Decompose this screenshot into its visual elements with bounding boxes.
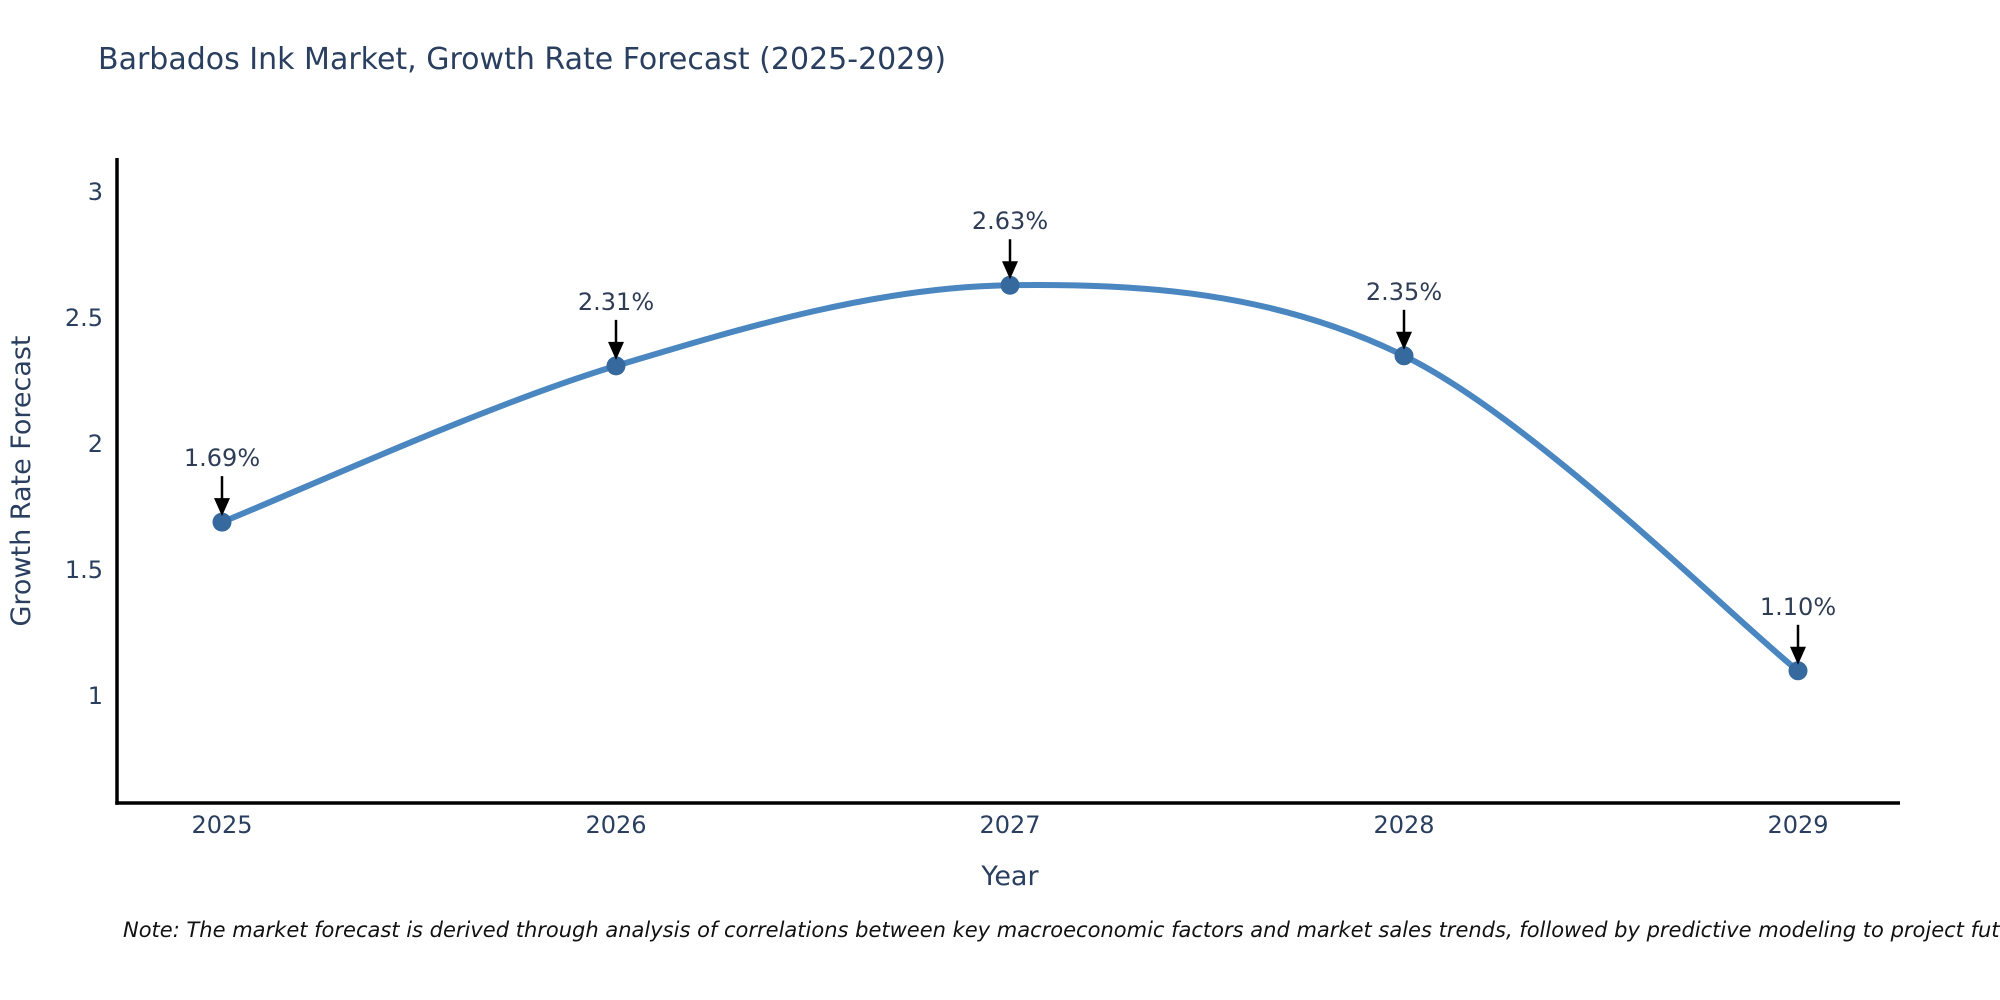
data-point-2027[interactable] [1000, 275, 1020, 295]
data-point-2029[interactable] [1788, 661, 1808, 681]
x-tick-label-2027: 2027 [979, 811, 1040, 839]
annotation-label-2028: 2.35% [1366, 278, 1442, 306]
y-tick-label: 3 [88, 178, 103, 206]
chart-title: Barbados Ink Market, Growth Rate Forecas… [98, 42, 947, 77]
x-tick-label-2028: 2028 [1373, 811, 1434, 839]
footnote: Note: The market forecast is derived thr… [123, 918, 2000, 942]
annotation-arrowhead [1002, 261, 1018, 280]
data-point-2028[interactable] [1394, 346, 1414, 366]
x-axis-tick-labels: 2025 2026 2027 2028 2029 [191, 811, 1828, 839]
annotation-label-2027: 2.63% [972, 207, 1048, 235]
y-tick-label: 2 [88, 430, 103, 458]
x-tick-label-2029: 2029 [1767, 811, 1828, 839]
y-axis-tick-labels: 1 1.5 2 2.5 3 [65, 178, 103, 710]
y-tick-label: 1.5 [65, 556, 103, 584]
annotation-arrowhead [1790, 646, 1806, 665]
data-point-2026[interactable] [606, 356, 626, 376]
series-line [219, 282, 1801, 674]
annotation-arrowhead [1396, 331, 1412, 350]
y-tick-label: 1 [88, 682, 103, 710]
y-axis-title: Growth Rate Forecast [6, 335, 37, 626]
annotation-label-2029: 1.10% [1760, 593, 1836, 621]
annotation-label-2025: 1.69% [184, 444, 260, 472]
data-point-2025[interactable] [212, 512, 232, 532]
point-annotations: 1.69% 2.31% 2.63% 2.35% 1.10% [184, 207, 1836, 665]
annotation-arrowhead [214, 498, 230, 517]
y-tick-label: 2.5 [65, 304, 103, 332]
x-tick-label-2025: 2025 [191, 811, 252, 839]
x-tick-label-2026: 2026 [585, 811, 646, 839]
x-axis-title: Year [980, 861, 1039, 892]
annotation-arrowhead [608, 341, 624, 360]
annotation-label-2026: 2.31% [578, 288, 654, 316]
series-markers [212, 275, 1808, 681]
